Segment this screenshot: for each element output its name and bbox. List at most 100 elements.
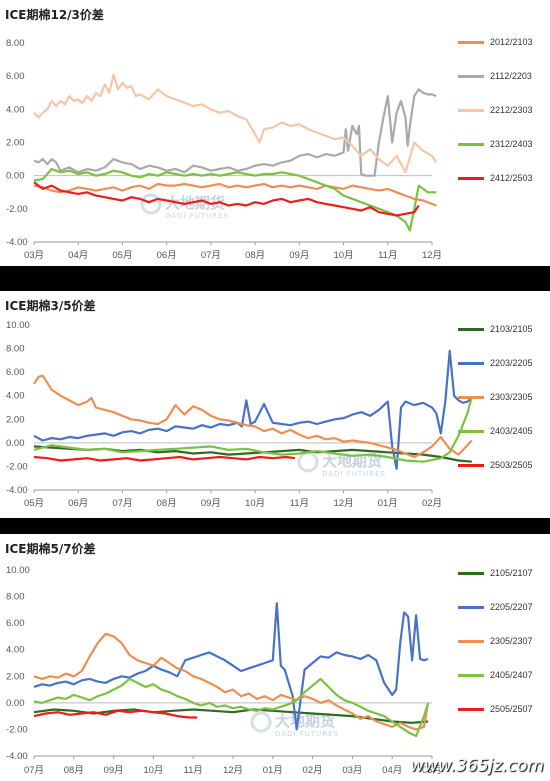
- legend-item: 2112/2203: [458, 69, 533, 84]
- x-tick-label: 11月: [290, 498, 309, 509]
- legend-label: 2112/2203: [490, 71, 532, 81]
- y-tick-label: 4.00: [6, 104, 25, 115]
- legend-item: 2503/2505: [458, 458, 533, 473]
- legend-swatch: [458, 572, 484, 576]
- legend-swatch: [458, 143, 484, 147]
- x-tick-label: 08月: [157, 498, 177, 509]
- series-line-2405-2407: [33, 677, 430, 738]
- chart-title: ICE期棉3/5价差: [5, 299, 96, 313]
- series-line-2503-2505: [33, 455, 296, 462]
- brand-logo-icon: [297, 451, 319, 473]
- legend-item: 2303/2305: [458, 390, 533, 405]
- legend-label: 2312/2403: [490, 139, 533, 149]
- brand-name-en: DADI FUTURES: [165, 212, 229, 220]
- chart-legend: 2012/2103 2112/2203 2212/2303 2312/2403 …: [458, 35, 533, 205]
- chart-title: ICE期棉5/7价差: [5, 542, 96, 556]
- y-tick-label: -2.00: [6, 204, 28, 215]
- y-tick-label: -4.00: [6, 751, 28, 762]
- legend-label: 2403/2405: [490, 426, 533, 436]
- x-tick-label: 12月: [422, 250, 442, 261]
- series-line-2412-2503: [33, 181, 420, 217]
- legend-item: 2405/2407: [458, 668, 533, 683]
- legend-swatch: [458, 464, 484, 468]
- legend-swatch: [458, 75, 484, 79]
- y-tick-label: 4.00: [6, 391, 25, 402]
- y-tick-label: 10.00: [6, 565, 30, 576]
- y-tick-label: -4.00: [6, 485, 28, 496]
- brand-name-cn: 大地期货: [165, 194, 225, 212]
- legend-swatch: [458, 177, 484, 181]
- series-line-2303-2305: [33, 374, 473, 459]
- x-tick-label: 06月: [157, 250, 177, 261]
- chart-legend: 2103/2105 2203/2205 2303/2305 2403/2405 …: [458, 322, 533, 492]
- y-tick-label: -4.00: [6, 237, 28, 248]
- x-tick-label: 08月: [64, 765, 84, 776]
- brand-name-en: DADI FUTURES: [275, 730, 339, 738]
- legend-item: 2312/2403: [458, 137, 533, 152]
- x-tick-label: 09月: [201, 498, 221, 509]
- y-tick-label: 8.00: [6, 344, 25, 355]
- legend-label: 2505/2507: [490, 704, 533, 714]
- y-tick-label: 10.00: [6, 320, 30, 331]
- legend-label: 2203/2205: [490, 358, 533, 368]
- x-tick-label: 07月: [112, 498, 132, 509]
- legend-label: 2103/2105: [490, 324, 533, 334]
- x-tick-label: 02月: [303, 765, 323, 776]
- brand-logo-icon: [140, 193, 162, 215]
- x-tick-label: 06月: [68, 498, 88, 509]
- legend-swatch: [458, 109, 484, 113]
- legend-item: 2212/2303: [458, 103, 533, 118]
- legend-item: 2305/2307: [458, 634, 533, 649]
- x-tick-label: 12月: [334, 498, 354, 509]
- legend-label: 2305/2307: [490, 636, 533, 646]
- legend-swatch: [458, 328, 484, 332]
- legend-swatch: [458, 41, 484, 45]
- legend-label: 2412/2503: [490, 173, 533, 183]
- x-tick-label: 10月: [334, 250, 354, 261]
- legend-item: 2412/2503: [458, 171, 533, 186]
- x-tick-label: 05月: [422, 765, 442, 776]
- x-tick-label: 10月: [143, 765, 163, 776]
- chart-panel-1: 大地期货 DADI FUTURES 8.00 6.00 4.00 2.00 0.00 -2.0…: [0, 0, 550, 266]
- brand-name-cn: 大地期货: [322, 452, 382, 470]
- x-tick-label: 07月: [201, 250, 221, 261]
- x-tick-label: 07月: [24, 765, 44, 776]
- legend-swatch: [458, 674, 484, 678]
- legend-item: 2403/2405: [458, 424, 533, 439]
- x-tick-label: 11月: [378, 250, 397, 261]
- series-line-2505-2507: [33, 709, 198, 719]
- x-tick-label: 05月: [112, 250, 132, 261]
- series-line-2205-2207: [33, 602, 429, 731]
- legend-swatch: [458, 606, 484, 610]
- y-tick-label: 6.00: [6, 367, 25, 378]
- y-tick-label: 0.00: [6, 438, 25, 449]
- x-tick-label: 09月: [289, 250, 309, 261]
- series-line-2012-2103: [33, 182, 437, 207]
- legend-label: 2212/2303: [490, 105, 533, 115]
- x-tick-label: 03月: [342, 765, 362, 776]
- y-tick-label: 4.00: [6, 645, 25, 656]
- x-tick-label: 10月: [245, 498, 265, 509]
- brand-logo-icon: [250, 711, 272, 733]
- legend-swatch: [458, 396, 484, 400]
- legend-label: 2303/2305: [490, 392, 533, 402]
- x-tick-label: 08月: [245, 250, 265, 261]
- legend-item: 2103/2105: [458, 322, 533, 337]
- chart-legend: 2105/2107 2205/2207 2305/2307 2405/2407 …: [458, 566, 533, 736]
- legend-label: 2105/2107: [490, 568, 533, 578]
- x-tick-label: 05月: [24, 498, 44, 509]
- legend-label: 2205/2207: [490, 602, 533, 612]
- legend-swatch: [458, 430, 484, 434]
- x-tick-label: 01月: [378, 498, 398, 509]
- x-tick-label: 09月: [104, 765, 124, 776]
- series-line-2305-2307: [33, 632, 430, 731]
- y-tick-label: -2.00: [6, 724, 28, 735]
- series-line-2312-2403: [33, 167, 437, 232]
- legend-swatch: [458, 640, 484, 644]
- chart-panel-2: 大地期货 DADI FUTURES 10.00 8.00 6.00 4.00 2.00 0.0…: [0, 291, 550, 518]
- chart-panel-3: 大地期货 DADI FUTURES 10.00 8.00 6.00 4.00 2.00 0.0…: [0, 534, 550, 781]
- y-tick-label: 2.00: [6, 671, 25, 682]
- brand-name-cn: 大地期货: [275, 712, 335, 730]
- series-line-2212-2303: [33, 73, 438, 174]
